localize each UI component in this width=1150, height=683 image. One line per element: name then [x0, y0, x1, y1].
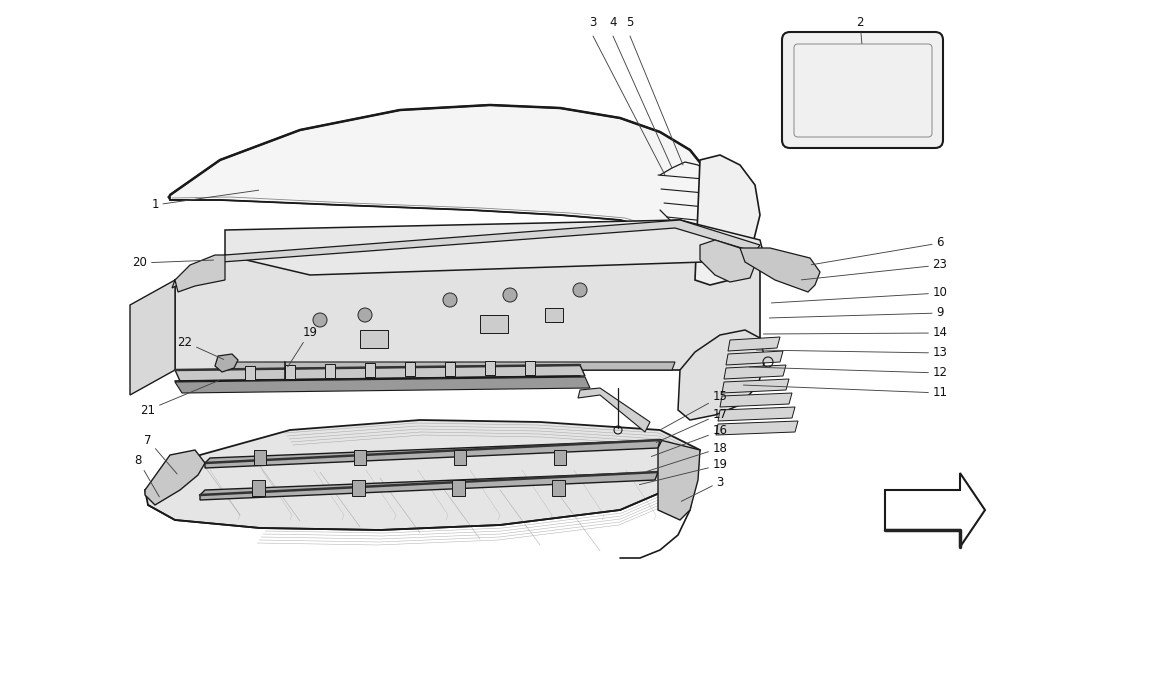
Polygon shape — [225, 220, 765, 275]
Polygon shape — [695, 155, 760, 285]
Polygon shape — [678, 330, 765, 420]
FancyBboxPatch shape — [782, 32, 943, 148]
Bar — [445, 362, 455, 376]
Polygon shape — [720, 393, 792, 407]
Bar — [285, 365, 296, 379]
Circle shape — [503, 288, 518, 302]
Polygon shape — [716, 421, 798, 435]
Polygon shape — [145, 420, 700, 530]
Polygon shape — [205, 440, 660, 468]
Text: 1: 1 — [152, 190, 259, 212]
Polygon shape — [724, 365, 785, 379]
Text: 17: 17 — [657, 408, 728, 443]
Polygon shape — [886, 473, 986, 547]
Polygon shape — [175, 377, 590, 393]
Text: 14: 14 — [764, 326, 948, 339]
Bar — [454, 450, 466, 465]
Text: 19: 19 — [639, 458, 728, 485]
Bar — [325, 364, 335, 378]
Text: 3: 3 — [589, 16, 597, 29]
Text: 6: 6 — [812, 236, 944, 265]
Text: 23: 23 — [802, 258, 948, 280]
Text: 16: 16 — [651, 425, 728, 456]
Bar — [405, 362, 415, 376]
Polygon shape — [728, 337, 780, 351]
Polygon shape — [170, 105, 710, 260]
Text: 12: 12 — [750, 367, 948, 380]
Polygon shape — [200, 472, 658, 500]
Text: 4: 4 — [610, 16, 616, 29]
Polygon shape — [722, 379, 789, 393]
Bar — [485, 361, 494, 375]
Polygon shape — [700, 240, 756, 282]
Text: 9: 9 — [769, 307, 944, 320]
Bar — [360, 330, 388, 348]
Circle shape — [443, 293, 457, 307]
Text: 3: 3 — [681, 475, 723, 501]
Bar — [254, 450, 266, 465]
Polygon shape — [658, 440, 700, 520]
Bar — [352, 480, 365, 496]
Text: 15: 15 — [661, 391, 728, 430]
Polygon shape — [145, 450, 205, 505]
Text: 5: 5 — [627, 16, 634, 29]
Text: 11: 11 — [743, 385, 948, 400]
Bar — [452, 480, 465, 496]
Bar — [552, 480, 565, 496]
Polygon shape — [718, 407, 795, 421]
Polygon shape — [578, 388, 650, 432]
Polygon shape — [215, 354, 238, 372]
Bar — [526, 361, 535, 375]
Bar — [480, 315, 508, 333]
Text: 20: 20 — [132, 257, 214, 270]
Circle shape — [313, 313, 327, 327]
Text: 19: 19 — [288, 326, 317, 367]
Polygon shape — [172, 220, 760, 288]
Text: 8: 8 — [135, 454, 160, 497]
Polygon shape — [175, 220, 760, 370]
Polygon shape — [739, 248, 820, 292]
Polygon shape — [217, 362, 675, 370]
Circle shape — [358, 308, 371, 322]
Text: 2: 2 — [857, 16, 864, 44]
Text: 21: 21 — [140, 380, 218, 417]
Polygon shape — [175, 365, 585, 381]
Polygon shape — [130, 280, 175, 395]
Bar — [545, 308, 564, 322]
Circle shape — [573, 283, 586, 297]
Bar — [554, 450, 566, 465]
Text: 7: 7 — [144, 434, 177, 474]
Text: 13: 13 — [757, 346, 948, 359]
Text: 10: 10 — [772, 286, 948, 303]
Bar — [252, 480, 264, 496]
Bar — [354, 450, 366, 465]
Bar — [365, 363, 375, 377]
Polygon shape — [175, 255, 225, 292]
Polygon shape — [726, 351, 783, 365]
Text: 22: 22 — [177, 335, 224, 359]
Text: 18: 18 — [646, 441, 728, 471]
Bar — [245, 366, 255, 380]
